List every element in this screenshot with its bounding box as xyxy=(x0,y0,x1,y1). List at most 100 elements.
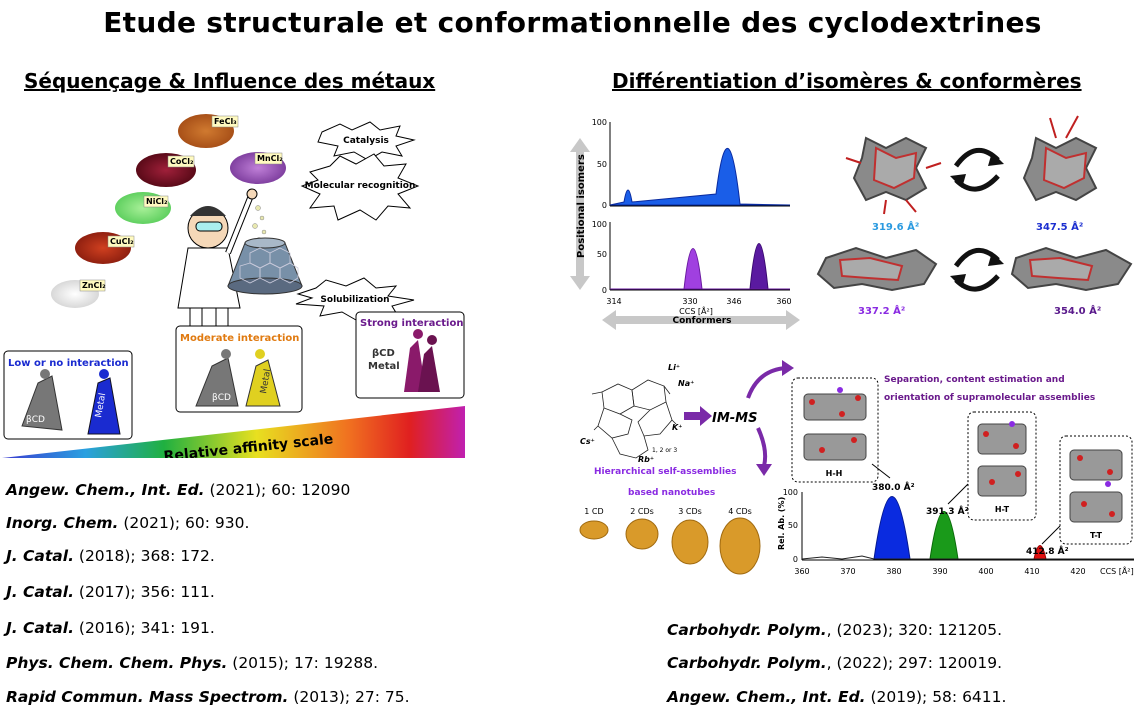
rb-ion-label: Rb⁺ xyxy=(638,455,654,464)
self-assembly-figure: Li⁺ Na⁺ K⁺ Cs⁺ Rb⁺ 1, 2 or 3 IM-MS Hiera… xyxy=(579,360,1134,576)
catalysis-label: Catalysis xyxy=(343,136,389,146)
scientist-figure xyxy=(177,188,258,345)
isomer-structure-2 xyxy=(1022,115,1098,202)
right-ref-2: Carbohydr. Polym., (2022); 297: 120019. xyxy=(667,654,1003,672)
c2-xtick-400: 400 xyxy=(978,567,993,576)
xtick-330: 330 xyxy=(682,297,697,306)
top-ytick-50: 50 xyxy=(597,160,607,169)
fecl3-label: FeCl₃ xyxy=(214,117,237,126)
positional-isomer-trace xyxy=(609,147,791,206)
c2-xtick-420: 420 xyxy=(1070,567,1085,576)
left-ref-6: Phys. Chem. Chem. Phys. (2015); 17: 1928… xyxy=(6,654,379,672)
ccs-value-3: 337.2 Å² xyxy=(858,304,905,317)
xtick-314: 314 xyxy=(606,297,621,306)
c2-xtick-410: 410 xyxy=(1024,567,1039,576)
left-ref-2: Inorg. Chem. (2021); 60: 930. xyxy=(6,514,250,532)
solubilization-label: Solubilization xyxy=(320,295,389,305)
cucl2-label: CuCl₂ xyxy=(110,237,134,246)
top-ytick-100: 100 xyxy=(592,118,607,127)
svg-text:βCD: βCD xyxy=(372,348,395,359)
zncl2-label: ZnCl₂ xyxy=(82,281,106,290)
page-title: Etude structurale et conformationnelle d… xyxy=(103,6,1042,39)
hierarchical-label: Hierarchical self-assemblies xyxy=(594,467,737,477)
left-ref-3: J. Catal. (2018); 368: 172. xyxy=(6,547,215,565)
peak-391-label: 391.3 Å² xyxy=(926,506,969,517)
left-heading: Séquençage & Influence des métaux xyxy=(24,69,436,93)
bottom-ytick-50: 50 xyxy=(597,250,607,259)
peak-380-label: 380.0 Å² xyxy=(872,482,915,493)
moderate-interaction-box: Moderate interaction βCD Metal xyxy=(175,325,303,413)
molecular-recognition-label: Molecular recognition xyxy=(305,181,416,191)
affinity-scale-ramp xyxy=(2,406,465,458)
c2-xtick-380: 380 xyxy=(886,567,901,576)
left-ref-4: J. Catal. (2017); 356: 111. xyxy=(6,583,215,601)
conformers-label: Conformers xyxy=(672,316,731,326)
left-ref-7: Rapid Commun. Mass Spectrom. (2013); 27:… xyxy=(6,688,410,706)
rel-ab-label: Rel. Ab. (%) xyxy=(777,497,786,550)
c2-xtick-360: 360 xyxy=(794,567,809,576)
ccs-chart-2: 100 50 0 Rel. Ab. (%) 380.0 Å² 391.3 Å² … xyxy=(777,482,1134,576)
conformer-peak-2 xyxy=(749,243,769,290)
conformer-peak-1 xyxy=(683,248,703,290)
separation-label-1: Separation, content estimation and xyxy=(884,375,1065,385)
conformer-structure-2 xyxy=(1010,246,1133,292)
c2-ytick-50: 50 xyxy=(788,521,798,530)
low-interaction-box: Low or no interaction βCD Metal xyxy=(3,350,133,440)
c2-ytick-100: 100 xyxy=(783,488,798,497)
cs-ion-label: Cs⁺ xyxy=(580,437,595,446)
catalysis-burst xyxy=(317,121,416,161)
conformer-structures: 319.6 Å² 347.5 Å² 337.2 Å² 354.0 Å² xyxy=(816,115,1133,317)
nanotube-3 xyxy=(671,519,709,565)
k-ion-label: K⁺ xyxy=(672,423,682,432)
ccs-value-4: 354.0 Å² xyxy=(1054,304,1101,317)
c2-xtick-390: 390 xyxy=(932,567,947,576)
isomer-conformer-chart: Positional isomers 100 50 0 100 50 0 314… xyxy=(570,118,800,330)
conformer-structure-1 xyxy=(816,246,938,292)
ccs-axis-label: CCS [Å²] xyxy=(679,305,713,316)
top-ytick-0: 0 xyxy=(602,201,607,210)
svg-text:Metal: Metal xyxy=(94,392,108,418)
xtick-346: 346 xyxy=(726,297,741,306)
positional-isomers-label: Positional isomers xyxy=(576,154,587,258)
n-repeat-label: 1, 2 or 3 xyxy=(652,447,677,454)
nanotube-2 xyxy=(625,518,659,550)
metal-influence-illustration: FeCl₃ CoCl₂ MnCl₂ NiCl₂ CuCl₂ ZnCl₂ xyxy=(2,114,465,458)
ccs-value-2: 347.5 Å² xyxy=(1036,220,1083,233)
svg-text:βCD: βCD xyxy=(26,415,45,425)
c2-ytick-0: 0 xyxy=(793,555,798,564)
svg-text:Metal: Metal xyxy=(368,361,400,372)
nanotube-1-label: 1 CD xyxy=(584,507,603,516)
svg-text:Strong interaction: Strong interaction xyxy=(360,318,463,329)
cyclodextrin-skeleton xyxy=(591,379,677,459)
ht-peak xyxy=(929,511,959,560)
nanotube-3-label: 3 CDs xyxy=(678,507,702,516)
right-heading: Différentiation d’isomères & conformères xyxy=(612,69,1082,93)
strong-interaction-box: Strong interaction βCD Metal xyxy=(355,311,465,399)
left-ref-1: Angew. Chem., Int. Ed. (2021); 60: 12090 xyxy=(6,481,351,499)
hh-peak xyxy=(873,496,911,560)
ht-label: H-T xyxy=(995,505,1010,514)
ccs-value-1: 319.6 Å² xyxy=(872,220,919,233)
molecular-recognition-burst xyxy=(300,153,420,221)
isomer-structure-1 xyxy=(845,136,942,215)
cyclodextrin-cone xyxy=(227,237,303,295)
svg-text:βCD: βCD xyxy=(212,393,231,403)
li-ion-label: Li⁺ xyxy=(668,363,680,372)
nanotubes-label: based nanotubes xyxy=(628,488,715,498)
nanotube-2-label: 2 CDs xyxy=(630,507,654,516)
nanotube-4-label: 4 CDs xyxy=(728,507,752,516)
na-ion-label: Na⁺ xyxy=(678,379,694,388)
right-ref-1: Carbohydr. Polym., (2023); 320: 121205. xyxy=(667,621,1003,639)
tt-label: T-T xyxy=(1090,531,1102,540)
solubilization-burst xyxy=(295,277,415,321)
nanotube-1 xyxy=(579,520,609,540)
mncl2-label: MnCl₂ xyxy=(257,154,283,163)
svg-text:Low or no interaction: Low or no interaction xyxy=(8,358,129,369)
right-ref-3: Angew. Chem., Int. Ed. (2019); 58: 6411. xyxy=(667,688,1007,706)
nanotube-4 xyxy=(719,517,761,575)
svg-text:Metal: Metal xyxy=(259,368,273,394)
peak-412-label: 412.8 Å² xyxy=(1026,546,1069,557)
hh-label: H-H xyxy=(826,469,843,478)
c2-xtick-370: 370 xyxy=(840,567,855,576)
xtick-360: 360 xyxy=(776,297,791,306)
